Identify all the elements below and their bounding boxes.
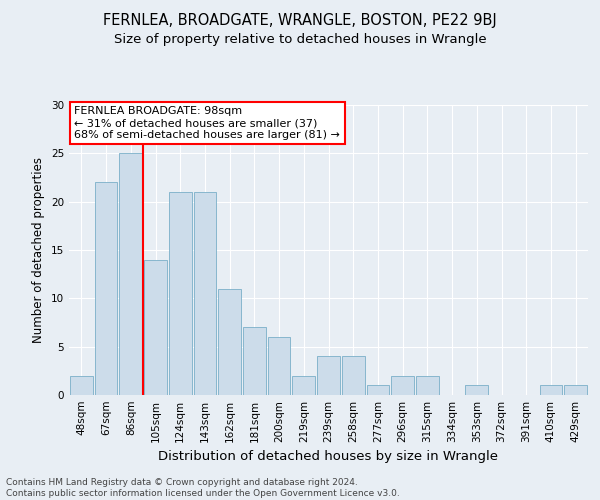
Text: FERNLEA, BROADGATE, WRANGLE, BOSTON, PE22 9BJ: FERNLEA, BROADGATE, WRANGLE, BOSTON, PE2…	[103, 12, 497, 28]
Bar	[95, 182, 118, 395]
Bar	[194, 192, 216, 395]
Bar	[218, 288, 241, 395]
Text: Size of property relative to detached houses in Wrangle: Size of property relative to detached ho…	[113, 32, 487, 46]
Bar	[466, 386, 488, 395]
Bar	[391, 376, 414, 395]
Bar	[70, 376, 93, 395]
Y-axis label: Number of detached properties: Number of detached properties	[32, 157, 46, 343]
Bar	[317, 356, 340, 395]
Text: FERNLEA BROADGATE: 98sqm
← 31% of detached houses are smaller (37)
68% of semi-d: FERNLEA BROADGATE: 98sqm ← 31% of detach…	[74, 106, 340, 140]
Bar	[539, 386, 562, 395]
Bar	[169, 192, 191, 395]
Bar	[367, 386, 389, 395]
Bar	[342, 356, 365, 395]
Bar	[268, 337, 290, 395]
X-axis label: Distribution of detached houses by size in Wrangle: Distribution of detached houses by size …	[158, 450, 499, 464]
Bar	[243, 328, 266, 395]
Bar	[292, 376, 315, 395]
Bar	[144, 260, 167, 395]
Text: Contains HM Land Registry data © Crown copyright and database right 2024.
Contai: Contains HM Land Registry data © Crown c…	[6, 478, 400, 498]
Bar	[564, 386, 587, 395]
Bar	[416, 376, 439, 395]
Bar	[119, 154, 142, 395]
